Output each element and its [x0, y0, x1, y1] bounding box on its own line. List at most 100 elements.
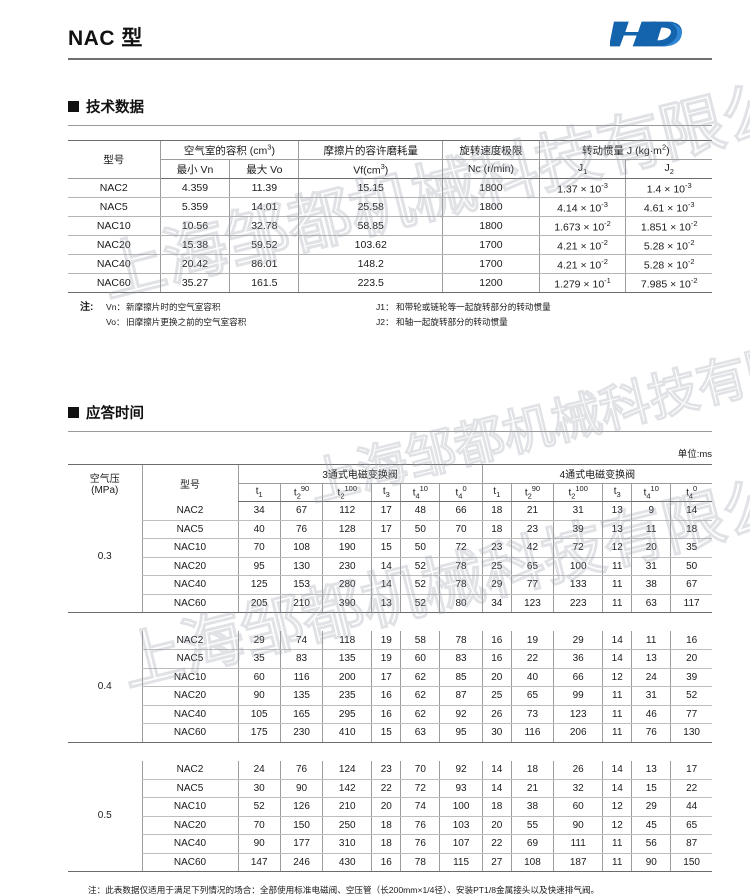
cell-value: 126 — [279, 797, 323, 817]
cell-value: 25 — [481, 686, 512, 706]
cell-value: 70 — [237, 538, 281, 558]
cell-value: 135 — [279, 686, 323, 706]
cell-value: 18 — [481, 797, 512, 817]
cell-value: 14 — [602, 760, 632, 780]
cell-value: 187 — [553, 853, 603, 872]
document-page: NAC 型 技术数据 型号 空气室的容积 (c — [0, 16, 750, 896]
cell-value: 90 — [279, 779, 323, 798]
response-time-header-row-2: t1 t290 t2100 t3 t410 t40 t1 t290 t2100 t3 t410 t40 — [68, 483, 712, 502]
cell-value: 105 — [237, 705, 281, 724]
cell-value: 9 — [631, 501, 671, 521]
cell-value: 52 — [400, 557, 440, 576]
cell-j1: 4.21 × 10-2 — [538, 235, 626, 255]
cell-value: 34 — [481, 594, 512, 613]
table-row: NAC5 30 90 142 22 72 93 14 21 32 14 15 22 — [68, 779, 712, 798]
note-vo: Vo：旧摩擦片更换之前的空气室容积 — [106, 315, 376, 330]
cell-value: 125 — [237, 575, 281, 595]
cell-value: 18 — [481, 501, 512, 521]
cell-value: 430 — [322, 853, 372, 872]
table-row: NAC10 52 126 210 20 74 100 18 38 60 12 29 44 — [68, 797, 712, 817]
th-wear-sub: Vf(cm3) — [298, 159, 443, 179]
cell-speed: 1700 — [442, 235, 540, 255]
cell-value: 74 — [400, 797, 440, 817]
th-volume-min: 最小 Vn — [159, 159, 230, 179]
cell-value: 29 — [237, 631, 281, 650]
cell-j1: 4.14 × 10-3 — [538, 197, 626, 217]
th-volume-max: 最大 Vo — [229, 159, 299, 179]
cell-pressure: 0.3 — [68, 501, 142, 613]
section-technical-data: 技术数据 — [68, 96, 712, 126]
cell-value: 31 — [631, 686, 671, 706]
table-row: NAC40 90 177 310 18 76 107 22 69 111 11 56 87 — [68, 834, 712, 854]
cell-value: 39 — [670, 668, 712, 687]
notes-label-spacer — [80, 315, 106, 330]
th-model: 型号 — [68, 140, 160, 179]
cell-value: 18 — [670, 520, 712, 539]
cell-value: 35 — [670, 538, 712, 558]
cell-value: 29 — [631, 797, 671, 817]
cell-value: 36 — [553, 649, 603, 669]
cell-value: 25 — [481, 557, 512, 576]
technical-data-table-wrap: 型号 空气室的容积 (cm3) 摩擦片的容许磨耗量 旋转速度极限 转动惯量 J … — [68, 140, 712, 293]
cell-speed: 1700 — [442, 254, 540, 274]
cell-model: NAC60 — [141, 853, 238, 872]
cell-volume-max: 59.52 — [229, 235, 299, 255]
note-j2-key: J2： — [376, 317, 394, 327]
cell-volume-min: 4.359 — [159, 178, 230, 198]
cell-value: 108 — [510, 853, 554, 872]
th-speed-sub: Nc (r/min) — [442, 159, 540, 179]
cell-value: 77 — [510, 575, 554, 595]
cell-value: 112 — [322, 501, 372, 521]
cell-model: NAC20 — [141, 686, 238, 706]
cell-value: 14 — [670, 501, 712, 521]
cell-value: 133 — [553, 575, 603, 595]
cell-value: 65 — [510, 686, 554, 706]
cell-value: 18 — [371, 834, 401, 854]
cell-volume-max: 86.01 — [229, 254, 299, 274]
th-t2-90-group3: t290 — [279, 483, 323, 502]
cell-value: 23 — [510, 520, 554, 539]
section1-divider — [68, 125, 712, 126]
cell-value: 21 — [510, 779, 554, 798]
cell-value: 90 — [553, 816, 603, 835]
th-t2-90-group4: t290 — [510, 483, 554, 502]
cell-value: 147 — [237, 853, 281, 872]
cell-value: 118 — [322, 631, 372, 650]
note-j1-key: J1： — [376, 302, 394, 312]
table-row: NAC60 175 230 410 15 63 95 30 116 206 11 76 130 — [68, 723, 712, 743]
cell-model: NAC60 — [141, 723, 238, 743]
technical-data-tbody: NAC2 4.359 11.39 15.15 1800 1.37 × 10-3 1.4 × … — [68, 178, 712, 293]
cell-volume-max: 11.39 — [229, 178, 299, 198]
cell-value: 40 — [510, 668, 554, 687]
cell-value: 90 — [237, 834, 281, 854]
page-title: NAC 型 — [68, 27, 143, 50]
cell-model: NAC20 — [141, 816, 238, 835]
th-t1-group4: t1 — [481, 483, 512, 502]
cell-value: 55 — [510, 816, 554, 835]
cell-value: 78 — [439, 575, 483, 595]
cell-value: 14 — [602, 631, 632, 650]
cell-value: 235 — [322, 686, 372, 706]
cell-value: 62 — [400, 668, 440, 687]
cell-value: 19 — [371, 649, 401, 669]
block-spacer-cell — [68, 613, 712, 632]
cell-wear: 25.58 — [298, 197, 443, 217]
cell-value: 11 — [602, 686, 632, 706]
cell-value: 16 — [371, 705, 401, 724]
cell-value: 177 — [279, 834, 323, 854]
cell-value: 250 — [322, 816, 372, 835]
cell-value: 153 — [279, 575, 323, 595]
technical-data-header-row-1: 型号 空气室的容积 (cm3) 摩擦片的容许磨耗量 旋转速度极限 转动惯量 J … — [68, 140, 712, 179]
table-row: NAC10 60 116 200 17 62 85 20 40 66 12 24 39 — [68, 668, 712, 687]
cell-value: 35 — [237, 649, 281, 669]
cell-value: 65 — [670, 816, 712, 835]
th-pressure: 空气压 (MPa) — [68, 464, 142, 502]
cell-value: 16 — [670, 631, 712, 650]
table-row: NAC10 10.56 32.78 58.85 1800 1.673 × 10-2 1.85… — [68, 216, 712, 236]
cell-model: NAC40 — [141, 834, 238, 854]
cell-value: 76 — [400, 816, 440, 835]
cell-value: 108 — [279, 538, 323, 558]
cell-value: 17 — [371, 520, 401, 539]
cell-value: 32 — [553, 779, 603, 798]
cell-value: 31 — [631, 557, 671, 576]
